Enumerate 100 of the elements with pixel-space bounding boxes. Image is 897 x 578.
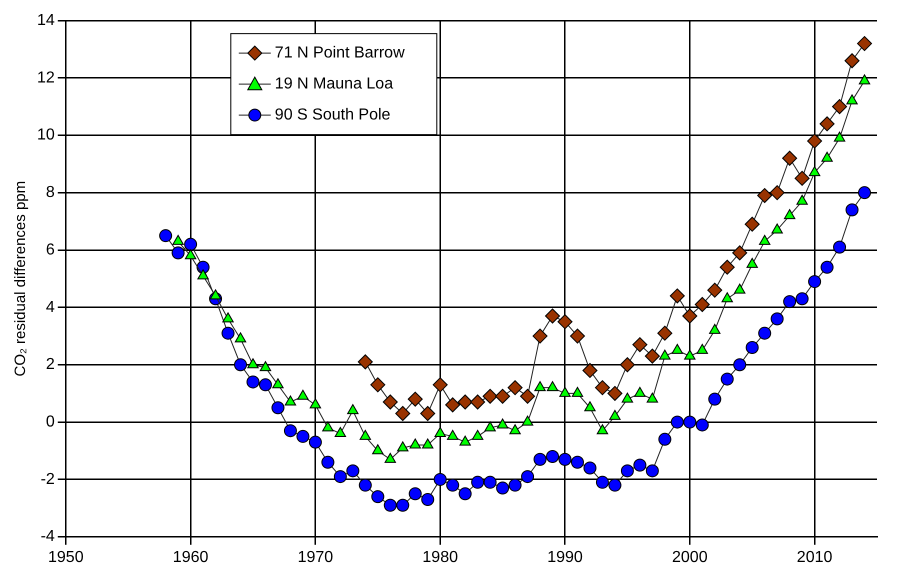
point (508, 380, 523, 396)
point (596, 424, 608, 434)
legend-label: 71 N Point Barrow (274, 44, 406, 62)
point (222, 326, 235, 340)
point (484, 421, 496, 432)
x-tick-label: 1970 (298, 548, 334, 566)
point (770, 312, 784, 326)
point (834, 132, 846, 142)
y-tick-label: 0 (46, 413, 55, 430)
x-tick-label: 1960 (172, 548, 208, 566)
point (633, 458, 646, 472)
point (334, 470, 347, 484)
point (646, 464, 659, 478)
point (347, 404, 359, 414)
point (371, 490, 384, 504)
point (771, 223, 783, 234)
point (832, 99, 848, 114)
point (395, 406, 410, 421)
point (858, 186, 872, 200)
point (807, 134, 822, 149)
point (846, 203, 859, 216)
y-tick-label: 4 (46, 298, 55, 316)
point (757, 188, 772, 204)
point (720, 372, 734, 386)
point (382, 394, 398, 410)
point (358, 478, 372, 492)
point (558, 452, 572, 466)
point (634, 386, 646, 397)
point (434, 427, 446, 438)
point (607, 386, 622, 401)
point (446, 430, 458, 440)
point (482, 388, 498, 404)
legend-label: 19 N Mauna Loa (274, 76, 394, 93)
point (197, 269, 209, 280)
point (408, 487, 422, 500)
point (546, 450, 560, 463)
point (346, 464, 360, 478)
y-tick-label: -4 (40, 528, 55, 546)
point (770, 185, 785, 200)
point (522, 416, 534, 426)
y-tick-label: -2 (40, 470, 55, 488)
point (844, 53, 860, 68)
point (559, 386, 571, 397)
point (246, 375, 260, 388)
point (758, 234, 770, 245)
point (783, 295, 796, 308)
point (434, 472, 447, 486)
point (396, 498, 410, 512)
point (746, 341, 759, 354)
point (222, 312, 234, 322)
point (184, 249, 196, 260)
point (820, 260, 834, 274)
point (159, 229, 172, 242)
point (284, 396, 296, 406)
point (682, 308, 698, 324)
point (570, 456, 584, 469)
point (609, 410, 621, 420)
point (360, 430, 372, 440)
point (546, 381, 558, 392)
point (484, 476, 497, 489)
point (408, 392, 423, 407)
y-tick-label: 8 (46, 184, 55, 202)
point (707, 282, 722, 298)
point (296, 430, 310, 443)
point (644, 348, 660, 364)
point (596, 476, 609, 489)
point (659, 350, 671, 360)
point (683, 416, 696, 429)
point (458, 394, 473, 410)
point (734, 284, 746, 294)
point (684, 350, 696, 360)
point (782, 150, 798, 166)
point (820, 116, 835, 132)
point (234, 358, 248, 372)
point (670, 288, 685, 304)
point (558, 314, 572, 330)
point (446, 478, 460, 492)
point (308, 436, 322, 449)
point (370, 377, 386, 392)
point (258, 378, 272, 392)
point (672, 344, 684, 354)
point (210, 289, 222, 300)
point (622, 392, 634, 403)
y-tick-label: 10 (37, 126, 55, 144)
point (432, 377, 448, 392)
point (821, 152, 833, 162)
y-axis-title: CO₂ residual differences ppm (12, 180, 30, 377)
point (459, 436, 471, 446)
x-tick-label: 1980 (422, 548, 458, 566)
y-tick-label: 14 (37, 12, 55, 30)
point (322, 421, 334, 432)
y-tick-label: 12 (37, 69, 55, 86)
point (234, 332, 246, 342)
point (796, 194, 808, 205)
point (722, 292, 733, 302)
point (372, 444, 384, 454)
y-tick-label: 2 (46, 356, 55, 374)
point (733, 358, 746, 372)
point (582, 362, 598, 378)
point (310, 398, 322, 408)
